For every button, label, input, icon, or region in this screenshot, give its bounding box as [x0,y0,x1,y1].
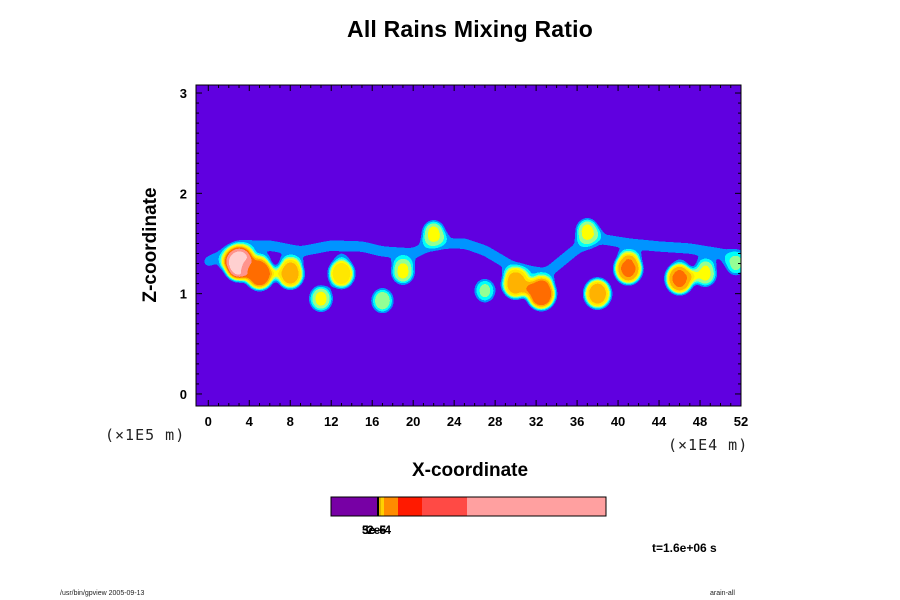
colorbar-segment-6 [422,497,467,516]
x-axis-unit: (×1E4 m) [668,436,749,454]
rain-cell-16 [724,250,741,277]
chart-title: All Rains Mixing Ratio [347,16,593,42]
rain-cell-5 [370,287,395,315]
rain-cell-7 [421,219,447,248]
rain-cell-9 [501,267,531,300]
x-tick-label-44: 44 [652,414,667,429]
rain-cell-3 [308,284,334,313]
x-tick-label-4: 4 [246,414,254,429]
rain-cell-1 [244,256,276,291]
rain-cell-12 [583,277,613,310]
colorbar-segment-7 [467,497,606,516]
rain-cell-14 [664,261,695,296]
x-tick-label-36: 36 [570,414,584,429]
y-tick-label-0: 0 [180,387,187,402]
colorbar-segment-5 [398,497,422,516]
footer-left: /usr/bin/gpview 2005-09-13 [60,590,145,597]
rain-cell-13 [613,251,644,286]
y-tick-label-2: 2 [180,186,187,201]
x-tick-label-0: 0 [205,414,212,429]
colorbar-label-0: 3e-6 [362,523,387,537]
x-tick-label-32: 32 [529,414,543,429]
x-axis-label: X-coordinate [411,460,529,481]
y-tick-label-3: 3 [180,86,187,101]
rain-cell-2 [275,257,305,290]
rain-cell-11 [574,217,600,246]
colorbar-segment-1 [377,497,379,516]
rain-band-core-0 [203,233,741,279]
y-tick-label-1: 1 [180,287,187,302]
x-tick-label-8: 8 [287,414,294,429]
rain-cell-15 [692,259,718,288]
x-tick-label-40: 40 [611,414,625,429]
rain-cell-6 [390,257,416,286]
x-tick-label-24: 24 [447,414,462,429]
x-tick-label-48: 48 [693,414,707,429]
rain-field [196,85,741,406]
x-tick-label-52: 52 [734,414,748,429]
plot-frame [195,84,742,407]
x-tick-label-28: 28 [488,414,502,429]
colorbar-labels: 3e-6 5e-5 2e-4 [330,523,610,541]
rain-cell-8 [473,277,497,304]
y-axis-unit: (×1E5 m) [105,426,186,444]
colorbar-label-1: 5e-5 [362,523,387,537]
colorbar-segment-4 [384,497,398,516]
y-axis-label: Z-coordinate [140,187,161,303]
footer-right: arain-all [710,590,735,597]
colorbar-segment-2 [379,497,381,516]
time-label: t=1.6e+06 s [652,541,717,555]
colorbar-segment-0 [331,497,377,516]
colorbar-label-2: 2e-4 [367,523,392,537]
x-tick-label-12: 12 [324,414,338,429]
rain-cell-4 [327,257,356,290]
rain-cell-10 [525,276,557,311]
x-tick-label-20: 20 [406,414,420,429]
colorbar-frame [330,496,607,517]
x-tick-label-16: 16 [365,414,379,429]
rain-blobs [197,217,741,315]
colorbar-segment-3 [381,497,384,516]
colorbar [330,496,607,517]
